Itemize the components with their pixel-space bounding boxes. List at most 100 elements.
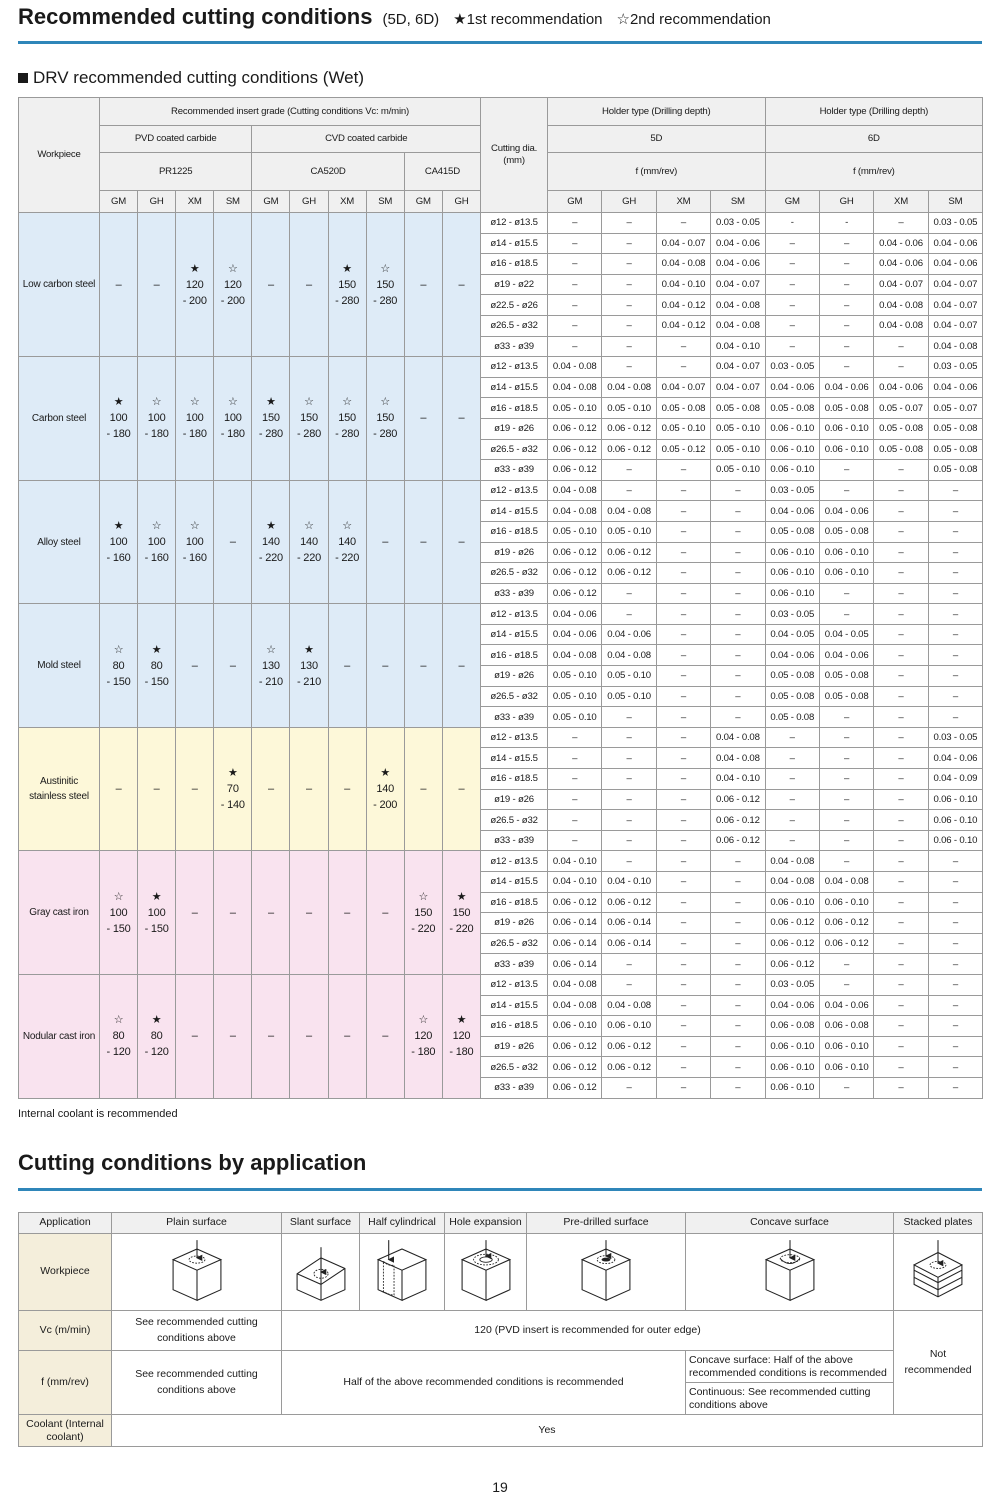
feed: – — [655, 829, 712, 852]
grade-line: - 180 — [449, 1046, 474, 1059]
feed: – — [873, 829, 929, 852]
grade-cell: – — [213, 603, 253, 728]
workpiece: Carbon steel — [18, 356, 100, 481]
data-row: ø26.5 - ø32– – –0.06 - 0.12– – –0.06 - 0.10 — [19, 809, 984, 831]
grade-cell: ☆ 150 - 280 — [327, 356, 367, 481]
data-row: Carbon steel ★ 100- 180 ☆ 100- 180 ☆ 100- 180 ☆… — [18, 356, 984, 481]
legend-first: ★1st recommendation — [453, 11, 603, 28]
feed: 0.04 - 0.08 — [601, 376, 657, 399]
grade-line: - 280 — [296, 428, 322, 441]
feed: 0.04 - 0.10 — [710, 335, 766, 358]
feed: 0.06 - 0.10 — [764, 891, 820, 914]
feed: – — [655, 644, 712, 667]
feed: 0.06 - 0.10 — [547, 1015, 603, 1037]
feed: 0.04 - 0.06 — [927, 253, 984, 275]
grade-cell: – — [403, 211, 443, 358]
cell: Half of the above recommended conditions… — [281, 1350, 686, 1415]
feed: 0.03 - 0.05 — [764, 973, 820, 996]
feed: – — [873, 459, 929, 481]
grade-line: - 280 — [258, 428, 283, 441]
application-table: Application Plain surface Slant surface … — [18, 1212, 983, 1447]
grade-line: - 220 — [449, 922, 474, 935]
grade-line: - 280 — [373, 428, 398, 441]
feed: – — [655, 562, 712, 584]
icon — [455, 1240, 517, 1304]
cutting-dia: ø14 - ø15.5 — [480, 747, 549, 770]
column-header: GM — [547, 190, 603, 213]
data-row: ø19 - ø26 0.06 - 0.12 0.06 - 0.12– –0.06 - … — [19, 541, 984, 564]
grade-line: - 160 — [144, 552, 169, 564]
data-row: Nodular cast iron ☆ 80- 120 ★ 80- 120– – – – – – ☆… — [18, 973, 984, 1099]
feed: 0.06 - 0.12 — [601, 438, 657, 461]
feed: 0.06 - 0.12 — [764, 953, 820, 975]
grade-cell: – — [251, 850, 291, 975]
feed: – — [710, 1056, 766, 1078]
feed: – — [818, 356, 875, 378]
feed: – — [873, 706, 929, 728]
feed: 0.05 - 0.08 — [764, 520, 820, 543]
feed: – — [764, 335, 820, 358]
feed: 0.06 - 0.12 — [547, 459, 603, 481]
grade-line: 70 — [226, 783, 239, 796]
feed: – — [927, 582, 984, 605]
depth-header: 6D — [764, 125, 984, 153]
conditions-table: Workpiece Recommended insert grade (Cutti… — [18, 97, 984, 1099]
feed: – — [764, 726, 820, 749]
cutting-dia: ø12 - ø13.5 — [480, 973, 549, 996]
grade-header: PR1225 — [98, 152, 253, 191]
f-row-continuous: Continuous: See recommended cutting cond… — [19, 1382, 983, 1415]
feed: 0.06 - 0.10 — [764, 1056, 820, 1078]
grade-cell: ☆ 150 - 220 — [403, 850, 443, 975]
feed: – — [818, 335, 875, 358]
grade-line: ★ — [456, 1014, 467, 1027]
feed: – — [873, 356, 929, 378]
feed: – — [818, 768, 875, 790]
feed: – — [547, 747, 603, 770]
grade-cell: – — [403, 726, 443, 852]
grade-line: - 210 — [296, 675, 322, 688]
section-title: DRV recommended cutting conditions (Wet) — [33, 68, 365, 87]
feed: – — [710, 562, 766, 584]
feed: – — [818, 603, 875, 625]
feed: – — [655, 665, 712, 687]
feed: – — [601, 953, 657, 975]
feed: 0.04 - 0.06 — [927, 232, 984, 255]
header-cell: Concave surface — [685, 1212, 894, 1234]
feed: 0.04 - 0.07 — [927, 273, 984, 296]
feed: 0.06 - 0.10 — [764, 438, 820, 461]
column-header: GH — [289, 190, 329, 213]
feed: – — [873, 1056, 929, 1078]
column-header: SM — [213, 190, 253, 213]
data-row: ø19 - ø26 0.06 - 0.12 0.06 - 0.12 0.05 - 0.… — [19, 417, 984, 440]
feed: – — [655, 603, 712, 625]
feed: 0.05 - 0.10 — [710, 417, 766, 440]
feed: 0.04 - 0.08 — [710, 726, 766, 749]
cutting-dia: ø26.5 - ø32 — [480, 562, 549, 584]
feed: – — [873, 623, 929, 646]
grade-line: ★ — [113, 520, 124, 532]
feed: – — [873, 335, 929, 358]
grade-line: ☆ — [342, 520, 352, 532]
feed: 0.04 - 0.10 — [710, 768, 766, 790]
cutting-dia: ø33 - ø39 — [480, 706, 549, 728]
feed: – — [764, 829, 820, 852]
grade-cell: ★ 100 - 150 — [137, 850, 177, 975]
scope: (5D, 6D) — [382, 11, 440, 28]
workpiece: Nodular cast iron — [18, 973, 100, 1099]
feed: – — [601, 232, 657, 255]
cutting-dia: ø33 - ø39 — [480, 459, 549, 481]
data-row: Low carbon steel – – ★ 120- 200 ☆ 120- 200– – ★ 1… — [18, 211, 984, 358]
column-header: SM — [927, 190, 984, 213]
grade-line: ☆ — [189, 520, 200, 532]
grade-line: - 220 — [258, 552, 283, 564]
feed: 0.04 - 0.07 — [710, 376, 766, 399]
grade-cell: – — [289, 726, 329, 852]
grade-header: CA520D — [251, 152, 405, 191]
data-row: ø19 - ø26 0.06 - 0.12 0.06 - 0.12– –0.06 - … — [19, 1035, 984, 1058]
feed: 0.04 - 0.09 — [927, 768, 984, 790]
grade-line: ☆ — [189, 396, 200, 409]
grade-cell: ☆ 140 - 220 — [327, 479, 367, 605]
feed: 0.06 - 0.10 — [927, 809, 984, 831]
grade-line: ☆ — [304, 396, 314, 409]
feed: – — [764, 273, 820, 296]
